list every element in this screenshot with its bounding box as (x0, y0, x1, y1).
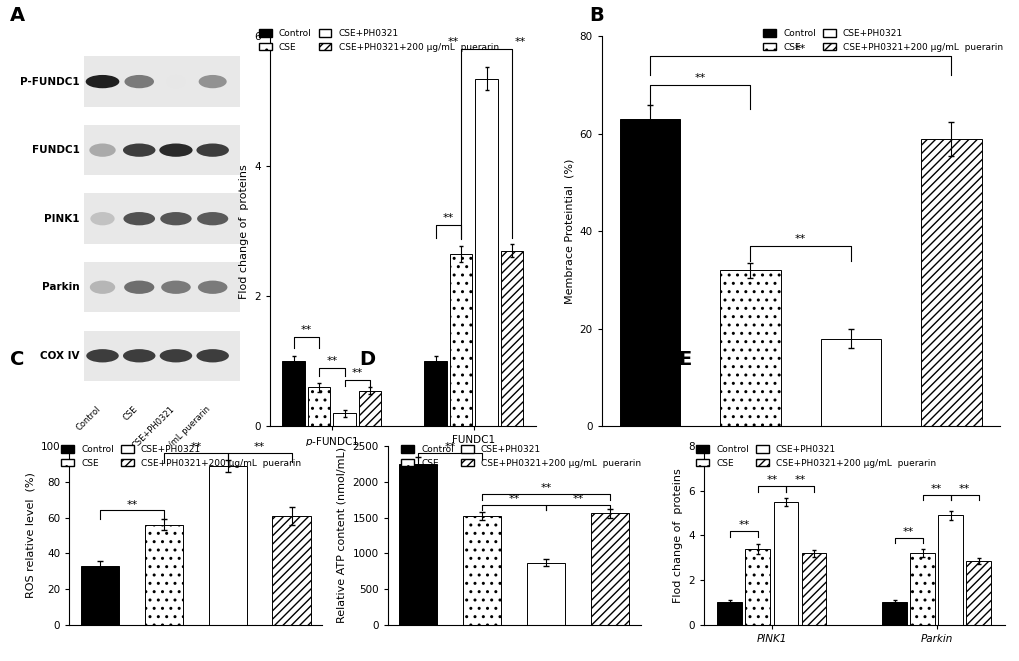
Text: D: D (359, 350, 375, 369)
Bar (881, 602, 906, 625)
Bar (745, 549, 769, 625)
Bar (475, 79, 497, 426)
Ellipse shape (198, 280, 227, 294)
Text: **: ** (352, 368, 363, 377)
Bar (965, 561, 990, 625)
Ellipse shape (159, 143, 193, 157)
Ellipse shape (197, 212, 228, 225)
Ellipse shape (161, 280, 191, 294)
Text: E: E (678, 350, 691, 369)
Y-axis label: Relative ATP content (nmol/mL): Relative ATP content (nmol/mL) (336, 447, 346, 623)
Bar (909, 553, 934, 625)
Bar (272, 516, 311, 625)
Text: **: ** (765, 475, 776, 485)
Ellipse shape (86, 75, 119, 89)
Text: **: ** (126, 500, 138, 510)
Text: **: ** (442, 213, 453, 223)
Bar (209, 466, 247, 625)
Y-axis label: Flod change of  proteins: Flod change of proteins (238, 164, 249, 299)
FancyBboxPatch shape (84, 262, 239, 313)
Text: Parkin: Parkin (42, 282, 79, 292)
Text: **: ** (254, 442, 265, 452)
Ellipse shape (160, 212, 192, 225)
Bar (145, 525, 182, 625)
Ellipse shape (87, 349, 118, 362)
Text: CSE: CSE (121, 404, 139, 422)
Bar (500, 251, 523, 426)
Legend: Control, CSE, CSE+PH0321, CSE+PH0321+200 μg/mL  puerarin: Control, CSE, CSE+PH0321, CSE+PH0321+200… (61, 446, 301, 468)
Y-axis label: Flod change of  proteins: Flod change of proteins (672, 468, 682, 603)
Y-axis label: Membrace Proteintial  (%): Membrace Proteintial (%) (564, 159, 574, 304)
Text: **: ** (507, 494, 520, 504)
Text: **: ** (301, 325, 312, 334)
Legend: Control, CSE, CSE+PH0321, CSE+PH0321+200 μg/mL  puerarin: Control, CSE, CSE+PH0321, CSE+PH0321+200… (400, 446, 641, 468)
Bar (308, 387, 330, 426)
Bar (449, 254, 472, 426)
Bar (719, 270, 780, 426)
Bar (527, 563, 565, 625)
Ellipse shape (197, 349, 228, 362)
FancyBboxPatch shape (84, 125, 239, 175)
Ellipse shape (124, 280, 154, 294)
Ellipse shape (160, 349, 192, 362)
Bar (772, 502, 798, 625)
Bar (463, 516, 500, 625)
Text: **: ** (794, 44, 806, 54)
Text: **: ** (958, 485, 969, 494)
Text: **: ** (447, 38, 459, 48)
Text: A: A (10, 6, 25, 25)
FancyBboxPatch shape (84, 56, 239, 107)
Y-axis label: ROS relative level  (%): ROS relative level (%) (25, 473, 35, 598)
Text: **: ** (326, 356, 337, 366)
Text: C: C (10, 350, 24, 369)
Text: **: ** (694, 73, 705, 83)
Bar (820, 338, 880, 426)
Bar (920, 139, 980, 426)
Text: **: ** (930, 485, 942, 494)
Ellipse shape (91, 212, 114, 225)
Text: **: ** (444, 442, 455, 452)
Text: **: ** (794, 475, 805, 485)
Bar (282, 362, 305, 426)
Bar (333, 413, 356, 426)
Bar (937, 516, 962, 625)
Ellipse shape (123, 349, 155, 362)
Legend: Control, CSE, CSE+PH0321, CSE+PH0321+200 μg/mL  puerarin: Control, CSE, CSE+PH0321, CSE+PH0321+200… (762, 29, 1002, 52)
Text: **: ** (902, 527, 913, 537)
Ellipse shape (123, 212, 155, 225)
Text: **: ** (572, 494, 583, 504)
Legend: Control, CSE, CSE+PH0321, CSE+PH0321+200 μg/mL  puerarin: Control, CSE, CSE+PH0321, CSE+PH0321+200… (696, 446, 935, 468)
Text: PINK1: PINK1 (44, 214, 79, 223)
Bar (81, 566, 119, 625)
Bar (801, 553, 825, 625)
Ellipse shape (123, 143, 155, 157)
Text: B: B (589, 6, 603, 25)
Text: CSE+PH0321: CSE+PH0321 (130, 404, 175, 450)
Ellipse shape (166, 75, 185, 89)
Bar (620, 119, 680, 426)
Ellipse shape (199, 75, 226, 89)
Text: **: ** (190, 442, 202, 452)
Text: **: ** (738, 520, 749, 530)
FancyBboxPatch shape (84, 330, 239, 381)
Text: FUNDC1: FUNDC1 (32, 145, 79, 155)
Text: COX IV: COX IV (40, 351, 79, 361)
Ellipse shape (90, 280, 115, 294)
Bar (424, 362, 446, 426)
Text: P-FUNDC1: P-FUNDC1 (20, 77, 79, 87)
Legend: Control, CSE, CSE+PH0321, CSE+PH0321+200 μg/mL  puerarin: Control, CSE, CSE+PH0321, CSE+PH0321+200… (259, 29, 498, 52)
Bar (359, 391, 381, 426)
Text: Control: Control (74, 404, 102, 432)
Text: CSE+PH0321+200 μg/mL puerarin: CSE+PH0321+200 μg/mL puerarin (103, 404, 212, 514)
Ellipse shape (90, 143, 115, 157)
Text: **: ** (794, 234, 806, 244)
Ellipse shape (124, 75, 154, 89)
Bar (590, 514, 629, 625)
Ellipse shape (197, 143, 228, 157)
Bar (716, 602, 742, 625)
Text: **: ** (514, 38, 525, 48)
Bar (398, 464, 437, 625)
FancyBboxPatch shape (84, 194, 239, 244)
Text: **: ** (540, 483, 551, 493)
